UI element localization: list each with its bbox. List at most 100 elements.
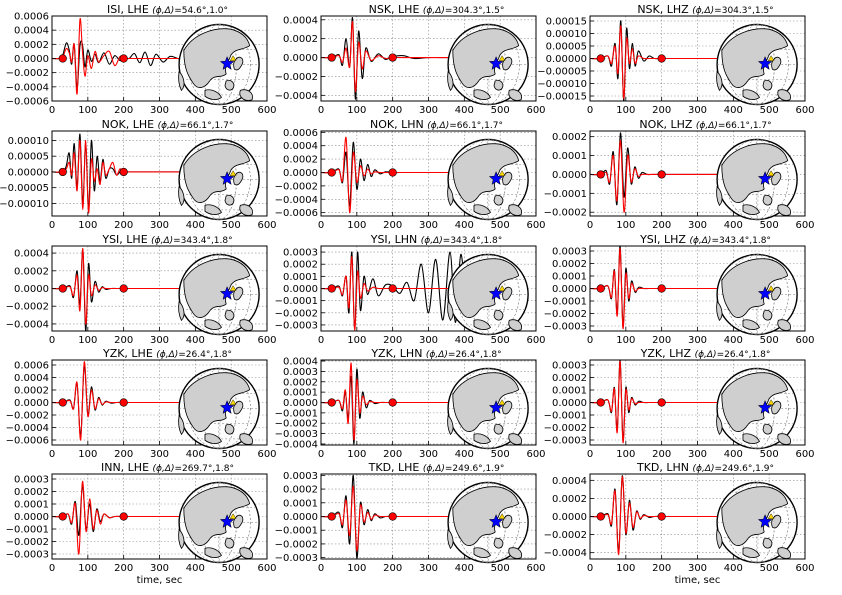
x-tick-label: 300 bbox=[688, 563, 707, 574]
x-tick-label: 500 bbox=[491, 335, 510, 346]
y-tick-label: 0.0000 bbox=[552, 284, 587, 295]
y-tick-label: 0.00005 bbox=[546, 42, 587, 53]
station-map-globe bbox=[716, 481, 798, 564]
time-window-marker bbox=[327, 512, 336, 521]
y-tick-label: 0.0003 bbox=[283, 367, 318, 378]
panel-nok-lhz: 0 100 200 300 400 500 600 0.0002 0.0001 0.0000 −0.… bbox=[544, 118, 815, 231]
y-tick-label: 0.0001 bbox=[552, 151, 587, 162]
x-tick-label: 500 bbox=[760, 220, 779, 231]
station-triangle-icon bbox=[498, 399, 506, 405]
y-tick-label: −0.00010 bbox=[537, 79, 587, 90]
synthetic-trace bbox=[51, 480, 210, 555]
land-shape bbox=[239, 89, 253, 101]
x-tick-label: 0 bbox=[587, 449, 593, 460]
x-tick-label: 0 bbox=[49, 220, 55, 231]
synthetic-trace bbox=[320, 256, 479, 331]
station-map-globe bbox=[178, 253, 260, 336]
y-tick-label: −0.0004 bbox=[6, 423, 49, 434]
epicenter-star-icon bbox=[219, 171, 235, 185]
x-tick-label: 600 bbox=[526, 335, 545, 346]
station-triangle-icon bbox=[229, 513, 237, 519]
x-tick-label: 0 bbox=[49, 449, 55, 460]
y-tick-label: −0.0002 bbox=[6, 68, 49, 79]
x-tick-label: 600 bbox=[257, 335, 276, 346]
land-shape bbox=[204, 204, 222, 215]
y-tick-label: −0.00015 bbox=[537, 92, 587, 103]
epicenter-star-icon bbox=[757, 514, 773, 528]
y-tick-label: −0.0002 bbox=[544, 309, 587, 320]
x-tick-label: 200 bbox=[383, 563, 402, 574]
panel-tkd-lhn: 0 100 200 300 400 500 600 0.0004 0.0002 0.0000 −0.… bbox=[544, 461, 815, 586]
y-tick-label: −0.0001 bbox=[275, 296, 318, 307]
epicenter-star-icon bbox=[488, 171, 504, 185]
x-tick-label: 600 bbox=[257, 220, 276, 231]
station-map-globe bbox=[178, 481, 260, 564]
x-tick-label: 400 bbox=[186, 449, 205, 460]
time-window-marker bbox=[327, 168, 336, 177]
y-tick-label: 0.0004 bbox=[283, 357, 318, 368]
x-tick-label: 500 bbox=[760, 563, 779, 574]
x-tick-label: 300 bbox=[150, 105, 169, 116]
station-triangle-icon bbox=[229, 55, 237, 61]
time-window-marker bbox=[596, 170, 605, 179]
synthetic-trace bbox=[51, 361, 210, 441]
x-tick-label: 200 bbox=[383, 105, 402, 116]
observed-trace bbox=[51, 40, 210, 89]
y-tick-label: 0.0000 bbox=[552, 398, 587, 409]
panel-title: ISI, LHE (ϕ,Δ)=54.6°,1.0° bbox=[107, 3, 228, 16]
synthetic-trace bbox=[51, 17, 210, 95]
station-triangle-icon bbox=[767, 170, 775, 176]
synthetic-trace bbox=[589, 360, 748, 444]
x-tick-label: 400 bbox=[724, 335, 743, 346]
y-tick-label: 0.0004 bbox=[14, 249, 49, 260]
synthetic-trace bbox=[589, 25, 748, 100]
y-tick-label: −0.0003 bbox=[544, 322, 587, 333]
y-tick-label: 0.00015 bbox=[546, 17, 587, 28]
station-map-globe bbox=[178, 367, 260, 450]
synthetic-trace bbox=[51, 139, 210, 214]
epicenter-star-icon bbox=[219, 286, 235, 300]
y-tick-label: 0.0002 bbox=[283, 485, 318, 496]
x-tick-label: 500 bbox=[760, 105, 779, 116]
y-tick-label: −0.0002 bbox=[544, 208, 587, 219]
panel-title: NSK, LHZ (ϕ,Δ)=304.3°,1.5° bbox=[637, 3, 773, 16]
y-tick-label: 0.0001 bbox=[283, 498, 318, 509]
y-tick-label: −0.0001 bbox=[6, 525, 49, 536]
x-tick-label: 600 bbox=[795, 563, 814, 574]
time-window-marker bbox=[58, 54, 67, 63]
x-tick-label: 600 bbox=[795, 105, 814, 116]
land-shape bbox=[777, 319, 791, 331]
land-shape bbox=[239, 319, 253, 331]
station-triangle-icon bbox=[767, 399, 775, 405]
time-window-marker bbox=[596, 398, 605, 407]
synthetic-trace bbox=[589, 139, 748, 213]
y-tick-label: 0.0001 bbox=[283, 388, 318, 399]
x-tick-label: 0 bbox=[318, 335, 324, 346]
y-tick-label: −0.0002 bbox=[275, 181, 318, 192]
x-tick-label: 100 bbox=[616, 563, 635, 574]
synthetic-trace bbox=[51, 248, 210, 325]
land-shape bbox=[762, 423, 773, 435]
station-map-globe bbox=[447, 481, 529, 564]
land-shape bbox=[224, 537, 235, 549]
x-tick-label: 500 bbox=[760, 449, 779, 460]
land-shape bbox=[204, 433, 222, 444]
x-tick-label: 300 bbox=[688, 105, 707, 116]
x-tick-label: 600 bbox=[257, 563, 276, 574]
land-shape bbox=[777, 433, 791, 445]
x-tick-label: 200 bbox=[652, 449, 671, 460]
land-shape bbox=[508, 204, 522, 216]
x-tick-label: 200 bbox=[114, 335, 133, 346]
x-tick-label: 500 bbox=[222, 335, 241, 346]
x-axis-label: time, sec bbox=[675, 575, 721, 586]
y-tick-label: 0.0004 bbox=[283, 15, 318, 26]
x-tick-label: 300 bbox=[688, 335, 707, 346]
epicenter-star-icon bbox=[219, 400, 235, 414]
x-tick-label: 100 bbox=[78, 105, 97, 116]
land-shape bbox=[716, 528, 723, 550]
panel-title: YSI, LHE (ϕ,Δ)=343.4°,1.8° bbox=[101, 233, 232, 246]
x-tick-label: 300 bbox=[688, 220, 707, 231]
time-window-marker bbox=[388, 168, 397, 177]
epicenter-star-icon bbox=[757, 171, 773, 185]
x-tick-label: 100 bbox=[616, 335, 635, 346]
